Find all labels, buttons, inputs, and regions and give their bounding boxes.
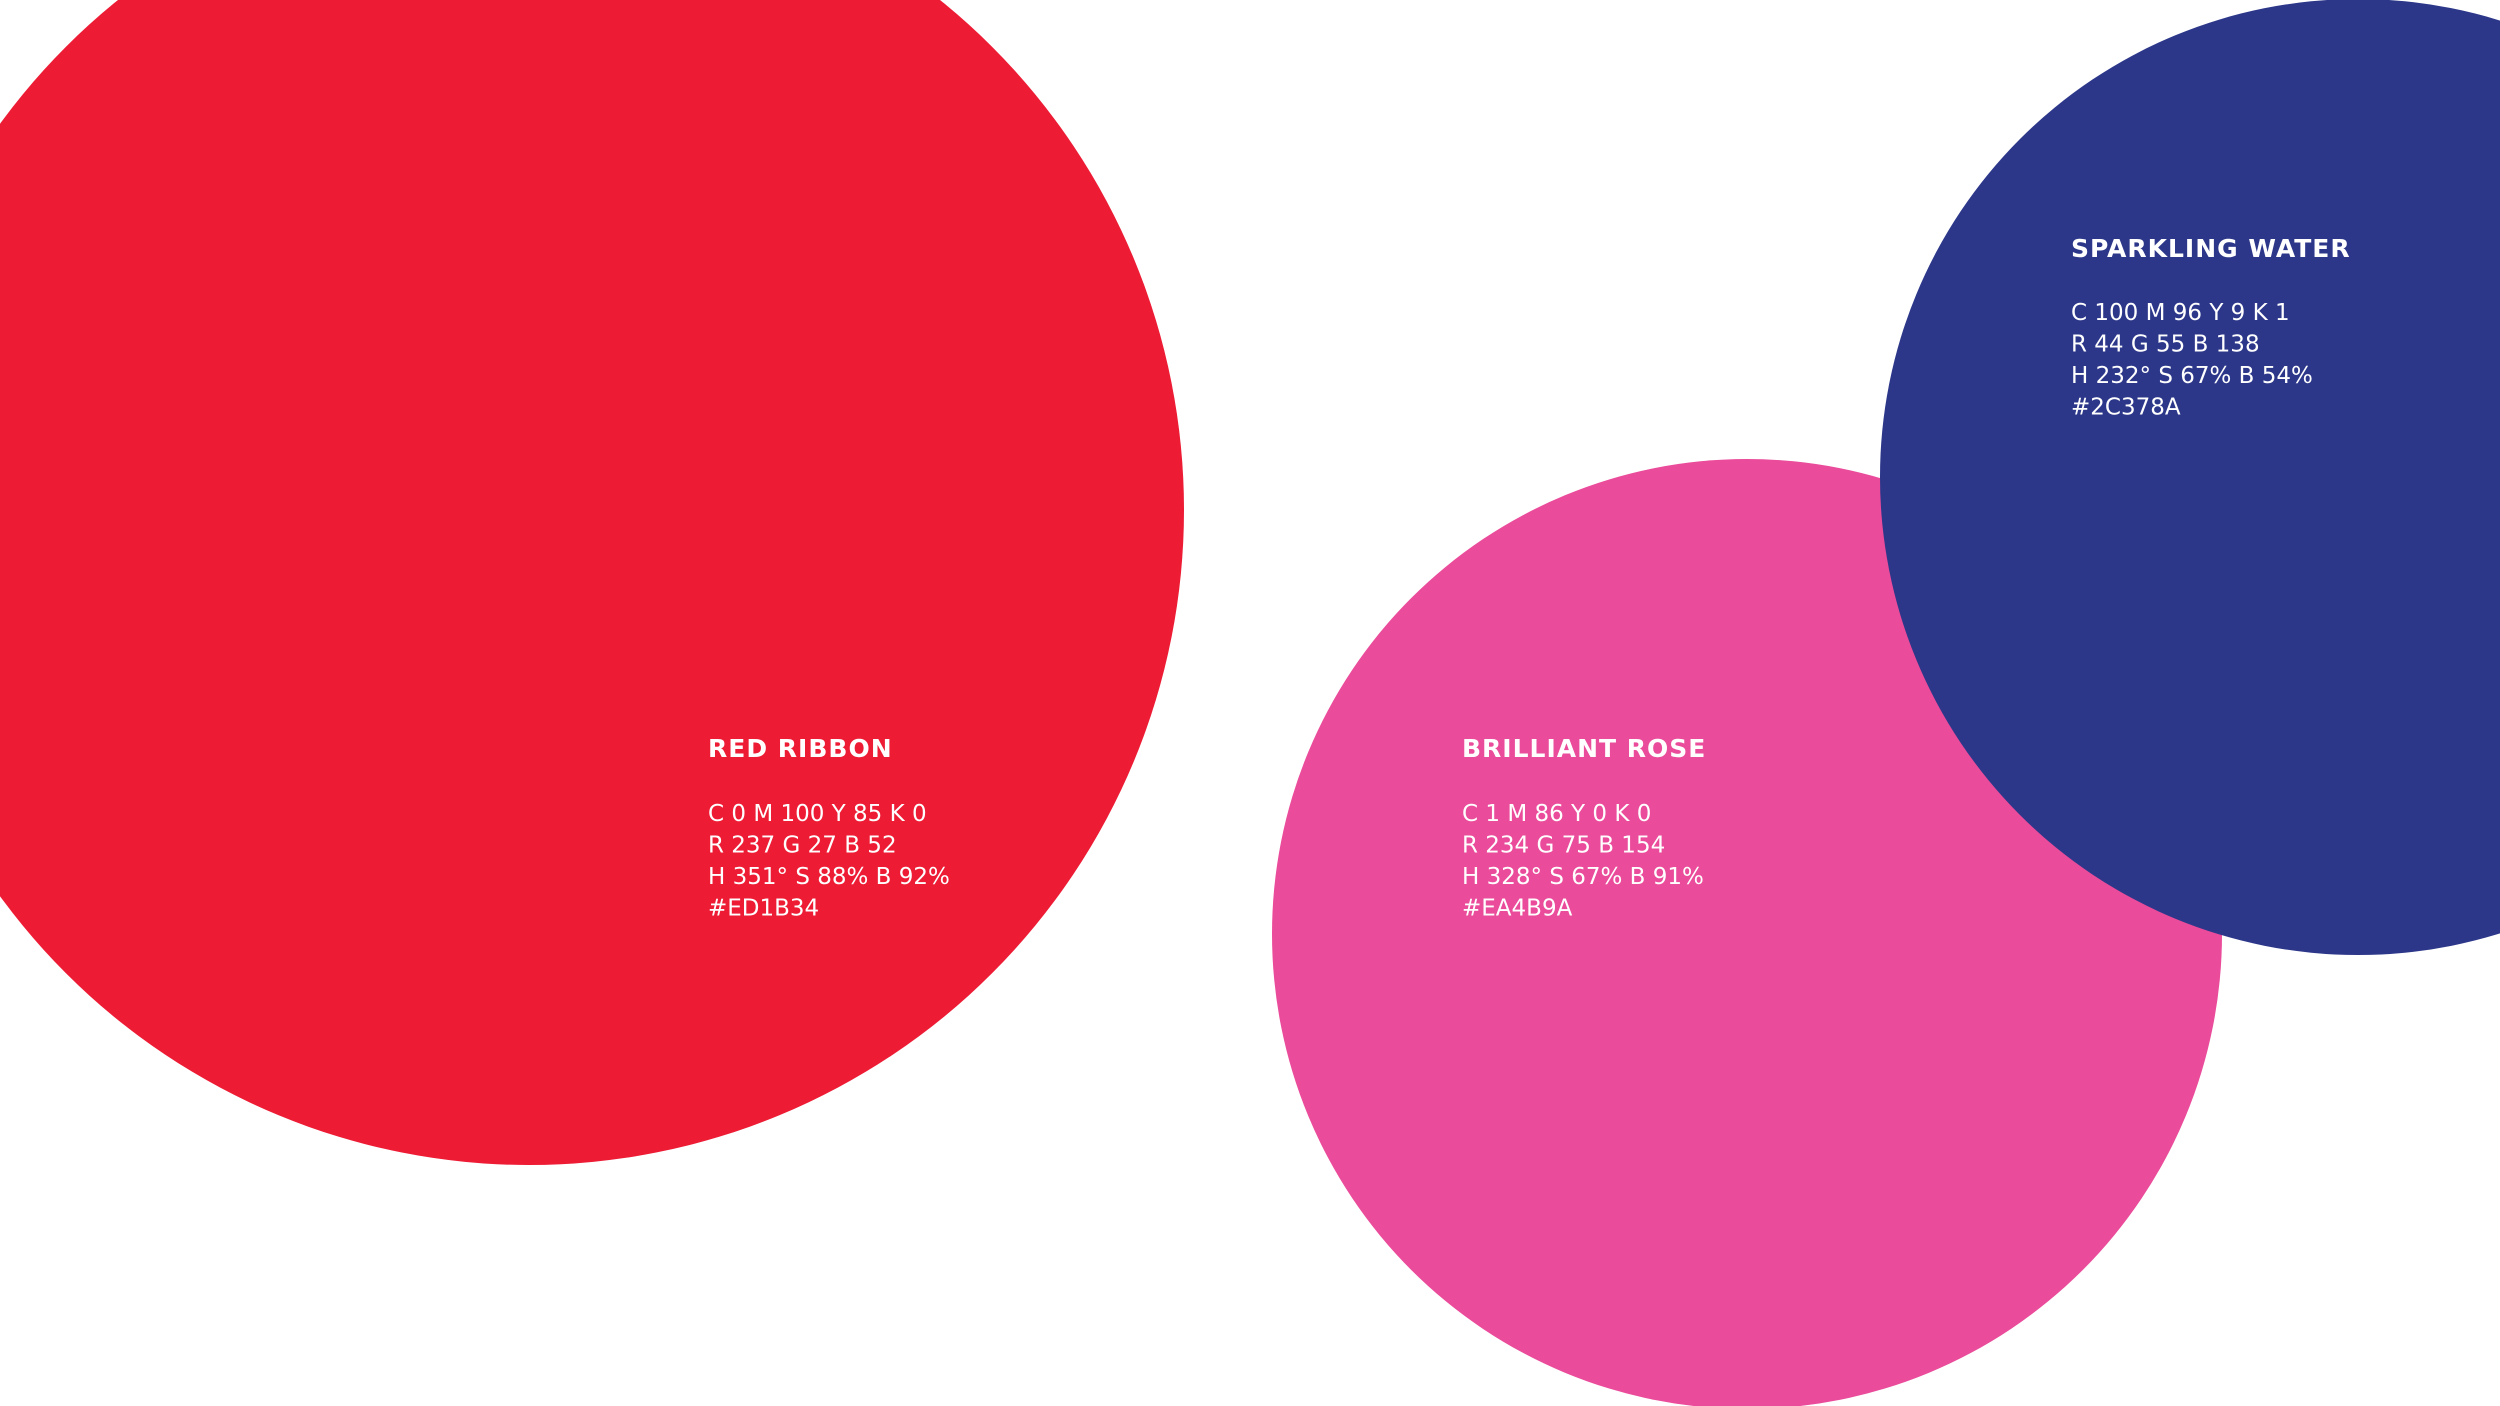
color-swatch-circle: [0, 0, 1184, 1165]
swatch-name: RED RIBBON: [708, 734, 893, 763]
swatch-spec: R 234 G 75 B 154: [1462, 833, 1665, 859]
swatch-spec: #ED1B34: [708, 896, 819, 922]
swatch-name: BRILLIANT ROSE: [1462, 734, 1706, 763]
swatch-spec: #2C378A: [2071, 395, 2181, 421]
swatch-spec: C 100 M 96 Y 9 K 1: [2071, 300, 2290, 326]
swatch-spec: H 328° S 67% B 91%: [1462, 864, 1704, 890]
swatch-spec: C 1 M 86 Y 0 K 0: [1462, 801, 1651, 827]
swatch-spec: R 44 G 55 B 138: [2071, 332, 2260, 358]
swatch-spec: R 237 G 27 B 52: [708, 833, 897, 859]
swatch-spec: #EA4B9A: [1462, 896, 1573, 922]
swatch-name: SPARKLING WATER: [2071, 234, 2351, 263]
color-swatch-circle: [1880, 0, 2500, 955]
swatch-spec: H 232° S 67% B 54%: [2071, 363, 2313, 389]
swatch-spec: H 351° S 88% B 92%: [708, 864, 950, 890]
swatch-spec: C 0 M 100 Y 85 K 0: [708, 801, 927, 827]
